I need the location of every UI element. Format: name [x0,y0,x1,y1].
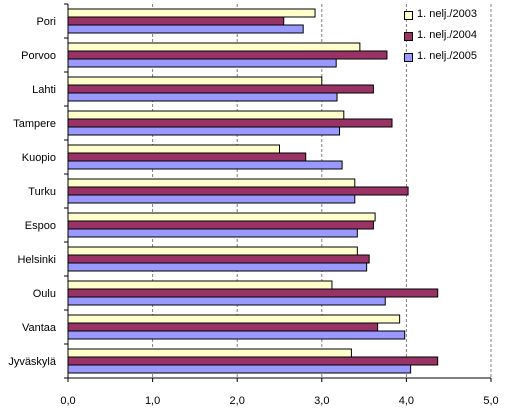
bar-kuopio-3 [67,160,343,170]
bar-jyv-skyl--2 [67,356,439,366]
bar-pori-3 [67,24,304,34]
bar-jyv-skyl--3 [67,364,412,374]
legend-item-2004: 1. nelj./2004 [398,29,498,53]
bar-lahti-3 [67,92,338,102]
bar-jyv-skyl--1 [67,348,352,358]
category-labels: Pori Porvoo Lahti Tampere Kuopio Turku Espoo He… [8,16,57,368]
bar-tampere-1 [67,110,345,120]
bar-helsinki-2 [67,254,370,264]
legend-swatch-2005 [404,53,413,62]
x-tick-label: 0,0 [60,395,75,407]
category-label: Tampere [13,118,56,130]
bar-kuopio-1 [67,144,280,154]
category-label: Porvoo [21,50,56,62]
bar-kuopio-2 [67,152,307,162]
bar-tampere-3 [67,126,341,136]
bar-lahti-2 [67,84,374,94]
bar-oulu-3 [67,296,386,306]
category-label: Vantaa [22,322,57,334]
x-tick-labels: 0,0 1,0 2,0 3,0 4,0 5,0 [60,395,498,407]
bar-vantaa-3 [67,330,406,340]
bar-pori-1 [67,8,316,18]
bar-turku-1 [67,178,356,188]
legend-label-2003: 1. nelj./2003 [417,8,477,20]
bar-lahti-1 [67,76,323,86]
bar-espoo-2 [67,220,374,230]
category-label: Oulu [33,288,56,300]
bar-turku-2 [67,186,409,196]
bar-vantaa-2 [67,322,379,332]
axes [64,3,492,382]
x-tick-label: 4,0 [399,395,414,407]
legend-label-2004: 1. nelj./2004 [417,29,477,41]
legend: 1. nelj./2003 1. nelj./2004 1. nelj./200… [398,8,498,74]
bar-espoo-3 [67,228,358,238]
bar-vantaa-1 [67,314,401,324]
bar-pori-2 [67,16,285,26]
bar-oulu-2 [67,288,439,298]
bar-porvoo-2 [67,50,388,60]
bar-porvoo-1 [67,42,361,52]
bar-turku-3 [67,194,356,204]
bar-helsinki-1 [67,246,358,256]
legend-swatch-2003 [404,11,413,20]
category-label: Kuopio [22,152,56,164]
bar-helsinki-3 [67,262,368,272]
x-tick-label: 1,0 [145,395,160,407]
x-tick-label: 3,0 [314,395,329,407]
legend-item-2003: 1. nelj./2003 [398,8,498,32]
bar-porvoo-3 [67,58,337,68]
x-tick-label: 5,0 [483,395,498,407]
bars [67,8,439,374]
bar-tampere-2 [67,118,393,128]
x-tick-label: 2,0 [230,395,245,407]
legend-label-2005: 1. nelj./2005 [417,50,477,62]
bar-espoo-1 [67,212,376,222]
category-label: Turku [28,186,56,198]
category-label: Espoo [25,220,56,232]
bar-oulu-1 [67,280,333,290]
category-label: Jyväskylä [8,356,57,368]
category-label: Lahti [32,84,56,96]
category-label: Pori [36,16,56,28]
category-label: Helsinki [17,254,56,266]
legend-swatch-2004 [404,32,413,41]
legend-item-2005: 1. nelj./2005 [398,50,498,74]
